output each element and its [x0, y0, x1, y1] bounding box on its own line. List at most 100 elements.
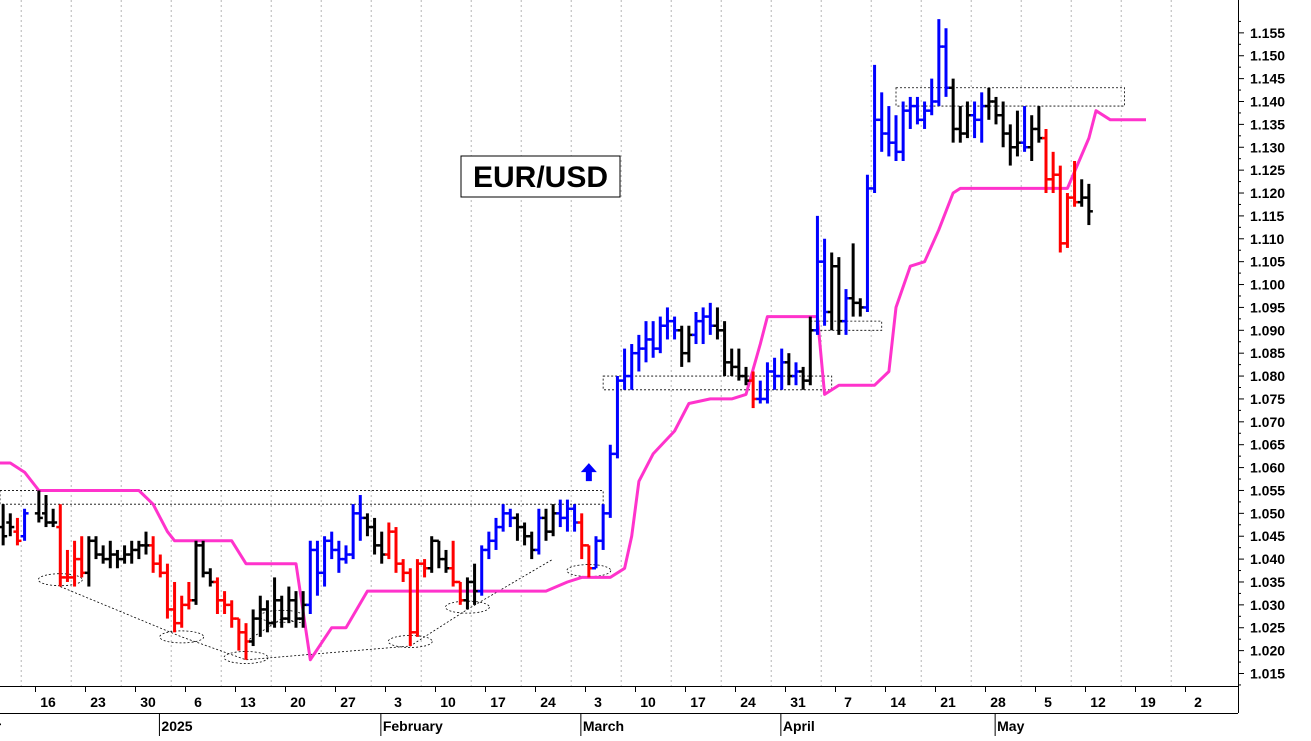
ohlc-bar: [292, 591, 300, 628]
ohlc-bar: [956, 106, 965, 143]
y-tick-label: 1.055: [1250, 482, 1285, 498]
ohlc-bar: [792, 362, 800, 386]
ohlc-bar: [134, 540, 143, 560]
ohlc-bar: [220, 591, 229, 615]
ohlc-bar: [156, 554, 165, 578]
ohlc-bar: [834, 257, 843, 335]
ohlc-bar: [1020, 106, 1029, 152]
ohlc-bar: [1013, 110, 1022, 157]
swing-low-ellipse: [159, 630, 205, 644]
ohlc-bar: [849, 243, 858, 317]
ohlc-bar: [349, 504, 358, 560]
y-tick-label: 1.020: [1250, 643, 1285, 659]
ohlc-bar: [1042, 128, 1050, 194]
ohlc-bar: [620, 348, 629, 390]
ohlc-bar: [577, 513, 586, 560]
resistance-box: [602, 375, 833, 391]
ohlc-bar: [270, 577, 279, 628]
ohlc-bar: [877, 92, 886, 152]
y-tick-label: 1.050: [1250, 505, 1285, 521]
ohlc-bar: [506, 508, 515, 528]
ohlc-bar: [356, 495, 365, 541]
ohlc-bar: [0, 504, 8, 546]
ohlc-bar: [434, 539, 443, 569]
x-tick-label: 20: [290, 694, 306, 710]
ohlc-bar: [284, 586, 293, 624]
axis-layer: 1.015 1.020 1.025 1.030 1.035 1.040 1.045 1.050…: [0, 0, 1285, 736]
y-tick-label: 1.135: [1250, 116, 1285, 132]
ohlc-bar: [149, 536, 158, 573]
y-tick-label: 1.090: [1250, 322, 1285, 338]
ohlc-bar: [484, 531, 493, 560]
x-tick-label: 24: [540, 694, 556, 710]
x-tick-label: 6: [194, 694, 202, 710]
y-tick-label: 1.075: [1250, 391, 1285, 407]
ohlc-bar: [120, 545, 129, 564]
month-label: er: [0, 718, 2, 734]
ohlc-bar: [592, 536, 600, 570]
ohlc-bar: [206, 568, 215, 587]
ohlc-bar: [420, 559, 429, 578]
ohlc-bar: [449, 540, 458, 587]
ohlc-bar: [549, 504, 558, 537]
ohlc-bar: [992, 96, 1000, 125]
ohlc-bar: [663, 307, 672, 340]
ohlc-bar: [392, 527, 400, 573]
ohlc-bar: [870, 64, 879, 194]
ohlc-bar: [842, 289, 850, 335]
ohlc-bar: [384, 522, 393, 560]
ohlc-bar: [56, 504, 65, 587]
ohlc-bar: [163, 563, 172, 619]
ohlc-bar: [99, 545, 108, 564]
ohlc-bar: [463, 577, 472, 610]
ohlc-bar: [727, 348, 736, 377]
ohlc-bar: [999, 101, 1008, 148]
ohlc-bar: [170, 581, 179, 633]
ohlc-bar: [13, 517, 22, 546]
ohlc-bar: [720, 321, 729, 377]
ohlc-bar: [863, 174, 872, 312]
ohlc-bar: [370, 517, 379, 555]
y-tick-label: 1.015: [1250, 666, 1285, 682]
ohlc-bar: [313, 540, 322, 596]
ohlc-bar: [77, 536, 86, 578]
ohlc-bar: [199, 540, 208, 578]
y-tick-label: 1.080: [1250, 368, 1285, 384]
x-tick-label: 7: [844, 694, 852, 710]
resistance-box: [895, 87, 1125, 107]
ohlc-bar: [806, 316, 815, 386]
ohlc-bar: [20, 508, 29, 541]
ohlc-bar: [827, 252, 836, 331]
x-tick-label: 24: [740, 694, 756, 710]
ohlc-bar: [1084, 183, 1093, 226]
month-label: 2025: [161, 718, 192, 734]
y-tick-label: 1.100: [1250, 277, 1285, 293]
ohlc-bar: [970, 101, 979, 139]
x-tick-label: 28: [990, 694, 1006, 710]
y-tick-label: 1.115: [1250, 208, 1284, 224]
ohlc-bar: [34, 490, 43, 523]
x-tick-label: 27: [340, 694, 356, 710]
y-tick-label: 1.120: [1250, 185, 1285, 201]
ohlc-bar: [213, 577, 222, 615]
x-tick-label: 12: [1090, 694, 1106, 710]
y-tick-label: 1.045: [1250, 528, 1285, 544]
ohlc-bar: [63, 549, 72, 582]
month-label: February: [383, 718, 443, 734]
y-tick-label: 1.025: [1250, 620, 1285, 636]
ohlc-bar: [1056, 165, 1065, 253]
ohlc-bar: [334, 540, 343, 573]
ohlc-bar: [913, 96, 922, 125]
grid-layer: [20, 0, 1172, 686]
ohlc-bar: [234, 617, 243, 651]
resistance-box: [0, 490, 604, 505]
ohlc-bar: [1049, 151, 1058, 194]
x-tick-label: 2: [1194, 694, 1202, 710]
ohlc-bar: [327, 531, 336, 560]
ohlc-bar: [184, 581, 193, 610]
ohlc-bar: [899, 101, 908, 161]
y-tick-label: 1.065: [1250, 437, 1285, 453]
ohlc-bar: [884, 106, 893, 157]
ohlc-bar: [127, 540, 136, 564]
